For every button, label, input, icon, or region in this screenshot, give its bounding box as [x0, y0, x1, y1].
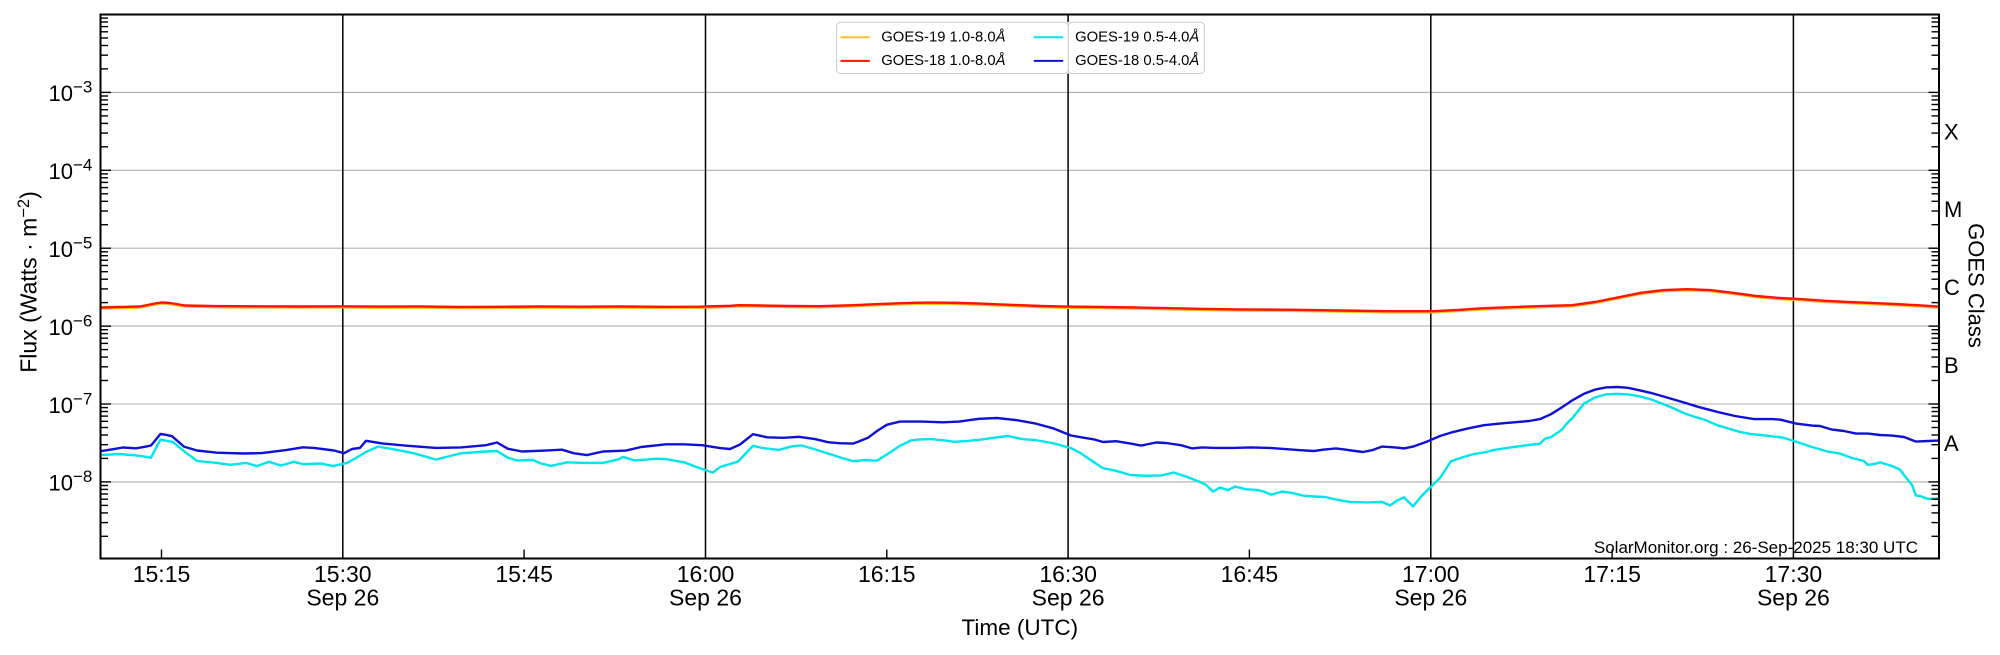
svg-text:A: A: [1944, 431, 1959, 456]
svg-text:10−4: 10−4: [49, 156, 93, 185]
svg-text:GOES-18 0.5-4.0Å: GOES-18 0.5-4.0Å: [1075, 52, 1199, 69]
svg-text:16:00: 16:00: [677, 561, 735, 587]
svg-text:C: C: [1944, 275, 1960, 300]
svg-text:15:45: 15:45: [495, 561, 553, 587]
svg-text:17:30: 17:30: [1765, 561, 1823, 587]
svg-text:15:15: 15:15: [133, 561, 191, 587]
svg-text:GOES Class: GOES Class: [1964, 223, 1989, 348]
svg-text:10−6: 10−6: [49, 311, 93, 340]
svg-text:15:30: 15:30: [314, 561, 372, 587]
svg-text:16:30: 16:30: [1039, 561, 1097, 587]
svg-text:Sep 26: Sep 26: [1757, 585, 1830, 611]
svg-text:GOES-19 1.0-8.0Å: GOES-19 1.0-8.0Å: [881, 28, 1005, 45]
svg-text:16:15: 16:15: [858, 561, 916, 587]
svg-text:SolarMonitor.org : 26-Sep-2025: SolarMonitor.org : 26-Sep-2025 18:30 UTC: [1594, 538, 1918, 557]
svg-text:M: M: [1944, 197, 1962, 222]
svg-text:Sep 26: Sep 26: [306, 585, 379, 611]
svg-text:17:00: 17:00: [1402, 561, 1460, 587]
svg-text:Flux (Watts · m−2): Flux (Watts · m−2): [15, 191, 42, 373]
svg-text:X: X: [1944, 119, 1959, 144]
svg-text:Time (UTC): Time (UTC): [961, 615, 1078, 640]
svg-text:16:45: 16:45: [1221, 561, 1279, 587]
svg-text:Sep 26: Sep 26: [1032, 585, 1105, 611]
svg-text:17:15: 17:15: [1583, 561, 1641, 587]
svg-text:GOES-18 1.0-8.0Å: GOES-18 1.0-8.0Å: [881, 52, 1005, 69]
svg-text:B: B: [1944, 353, 1959, 378]
svg-text:Sep 26: Sep 26: [1394, 585, 1467, 611]
svg-text:Sep 26: Sep 26: [669, 585, 742, 611]
svg-text:GOES-19 0.5-4.0Å: GOES-19 0.5-4.0Å: [1075, 28, 1199, 45]
